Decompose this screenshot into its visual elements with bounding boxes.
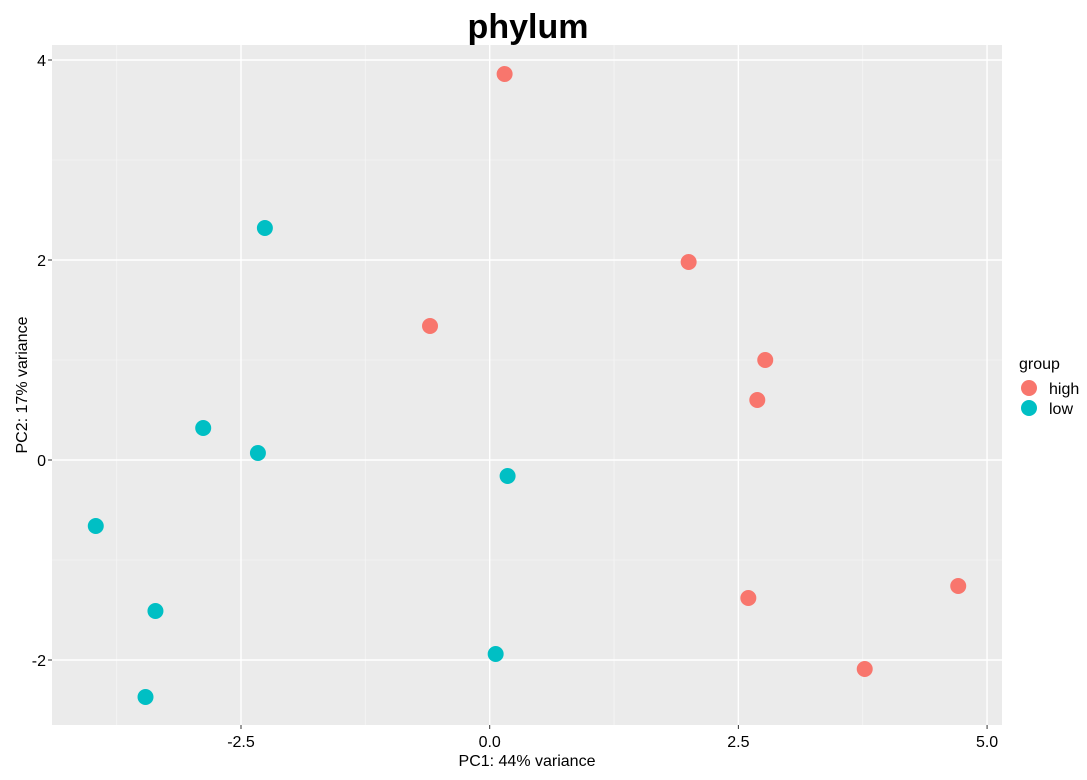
data-point-low bbox=[147, 603, 164, 619]
data-point-low bbox=[195, 420, 212, 436]
data-point-low bbox=[487, 646, 504, 662]
minor-gridlines bbox=[52, 45, 1002, 725]
legend: group high low bbox=[1019, 356, 1079, 418]
data-point-low bbox=[499, 468, 516, 484]
legend-label-low: low bbox=[1049, 401, 1073, 418]
data-point-low bbox=[137, 689, 154, 705]
legend-label-high: high bbox=[1049, 381, 1079, 398]
legend-key-low bbox=[1021, 400, 1037, 416]
data-point-high bbox=[422, 318, 439, 334]
data-point-high bbox=[950, 578, 967, 594]
data-point-high bbox=[749, 392, 766, 408]
data-point-low bbox=[256, 220, 273, 236]
x-tick-label: 2.5 bbox=[727, 734, 749, 751]
data-point-low bbox=[87, 518, 104, 534]
y-tick-label: 0 bbox=[37, 453, 46, 470]
x-axis-label: PC1: 44% variance bbox=[459, 753, 596, 770]
y-axis-label: PC2: 17% variance bbox=[14, 316, 31, 453]
y-tick-label: -2 bbox=[32, 653, 46, 670]
y-axis-ticks: -2 0 2 4 bbox=[32, 53, 52, 670]
data-points bbox=[87, 66, 967, 705]
legend-items: high low bbox=[1021, 380, 1079, 418]
x-axis-ticks: -2.5 0.0 2.5 5.0 bbox=[227, 725, 998, 751]
legend-title: group bbox=[1019, 356, 1060, 373]
data-point-low bbox=[249, 445, 266, 461]
data-point-high bbox=[496, 66, 513, 82]
y-tick-label: 2 bbox=[37, 253, 46, 270]
x-tick-label: -2.5 bbox=[227, 734, 255, 751]
plot-panel bbox=[52, 45, 1002, 725]
data-point-high bbox=[680, 254, 697, 270]
chart-title: phylum bbox=[468, 8, 589, 46]
data-point-high bbox=[757, 352, 774, 368]
y-tick-label: 4 bbox=[37, 53, 46, 70]
data-point-high bbox=[740, 590, 757, 606]
x-tick-label: 0.0 bbox=[479, 734, 501, 751]
major-gridlines bbox=[52, 45, 1002, 725]
x-tick-label: 5.0 bbox=[976, 734, 998, 751]
legend-key-high bbox=[1021, 380, 1037, 396]
data-point-high bbox=[856, 661, 873, 677]
